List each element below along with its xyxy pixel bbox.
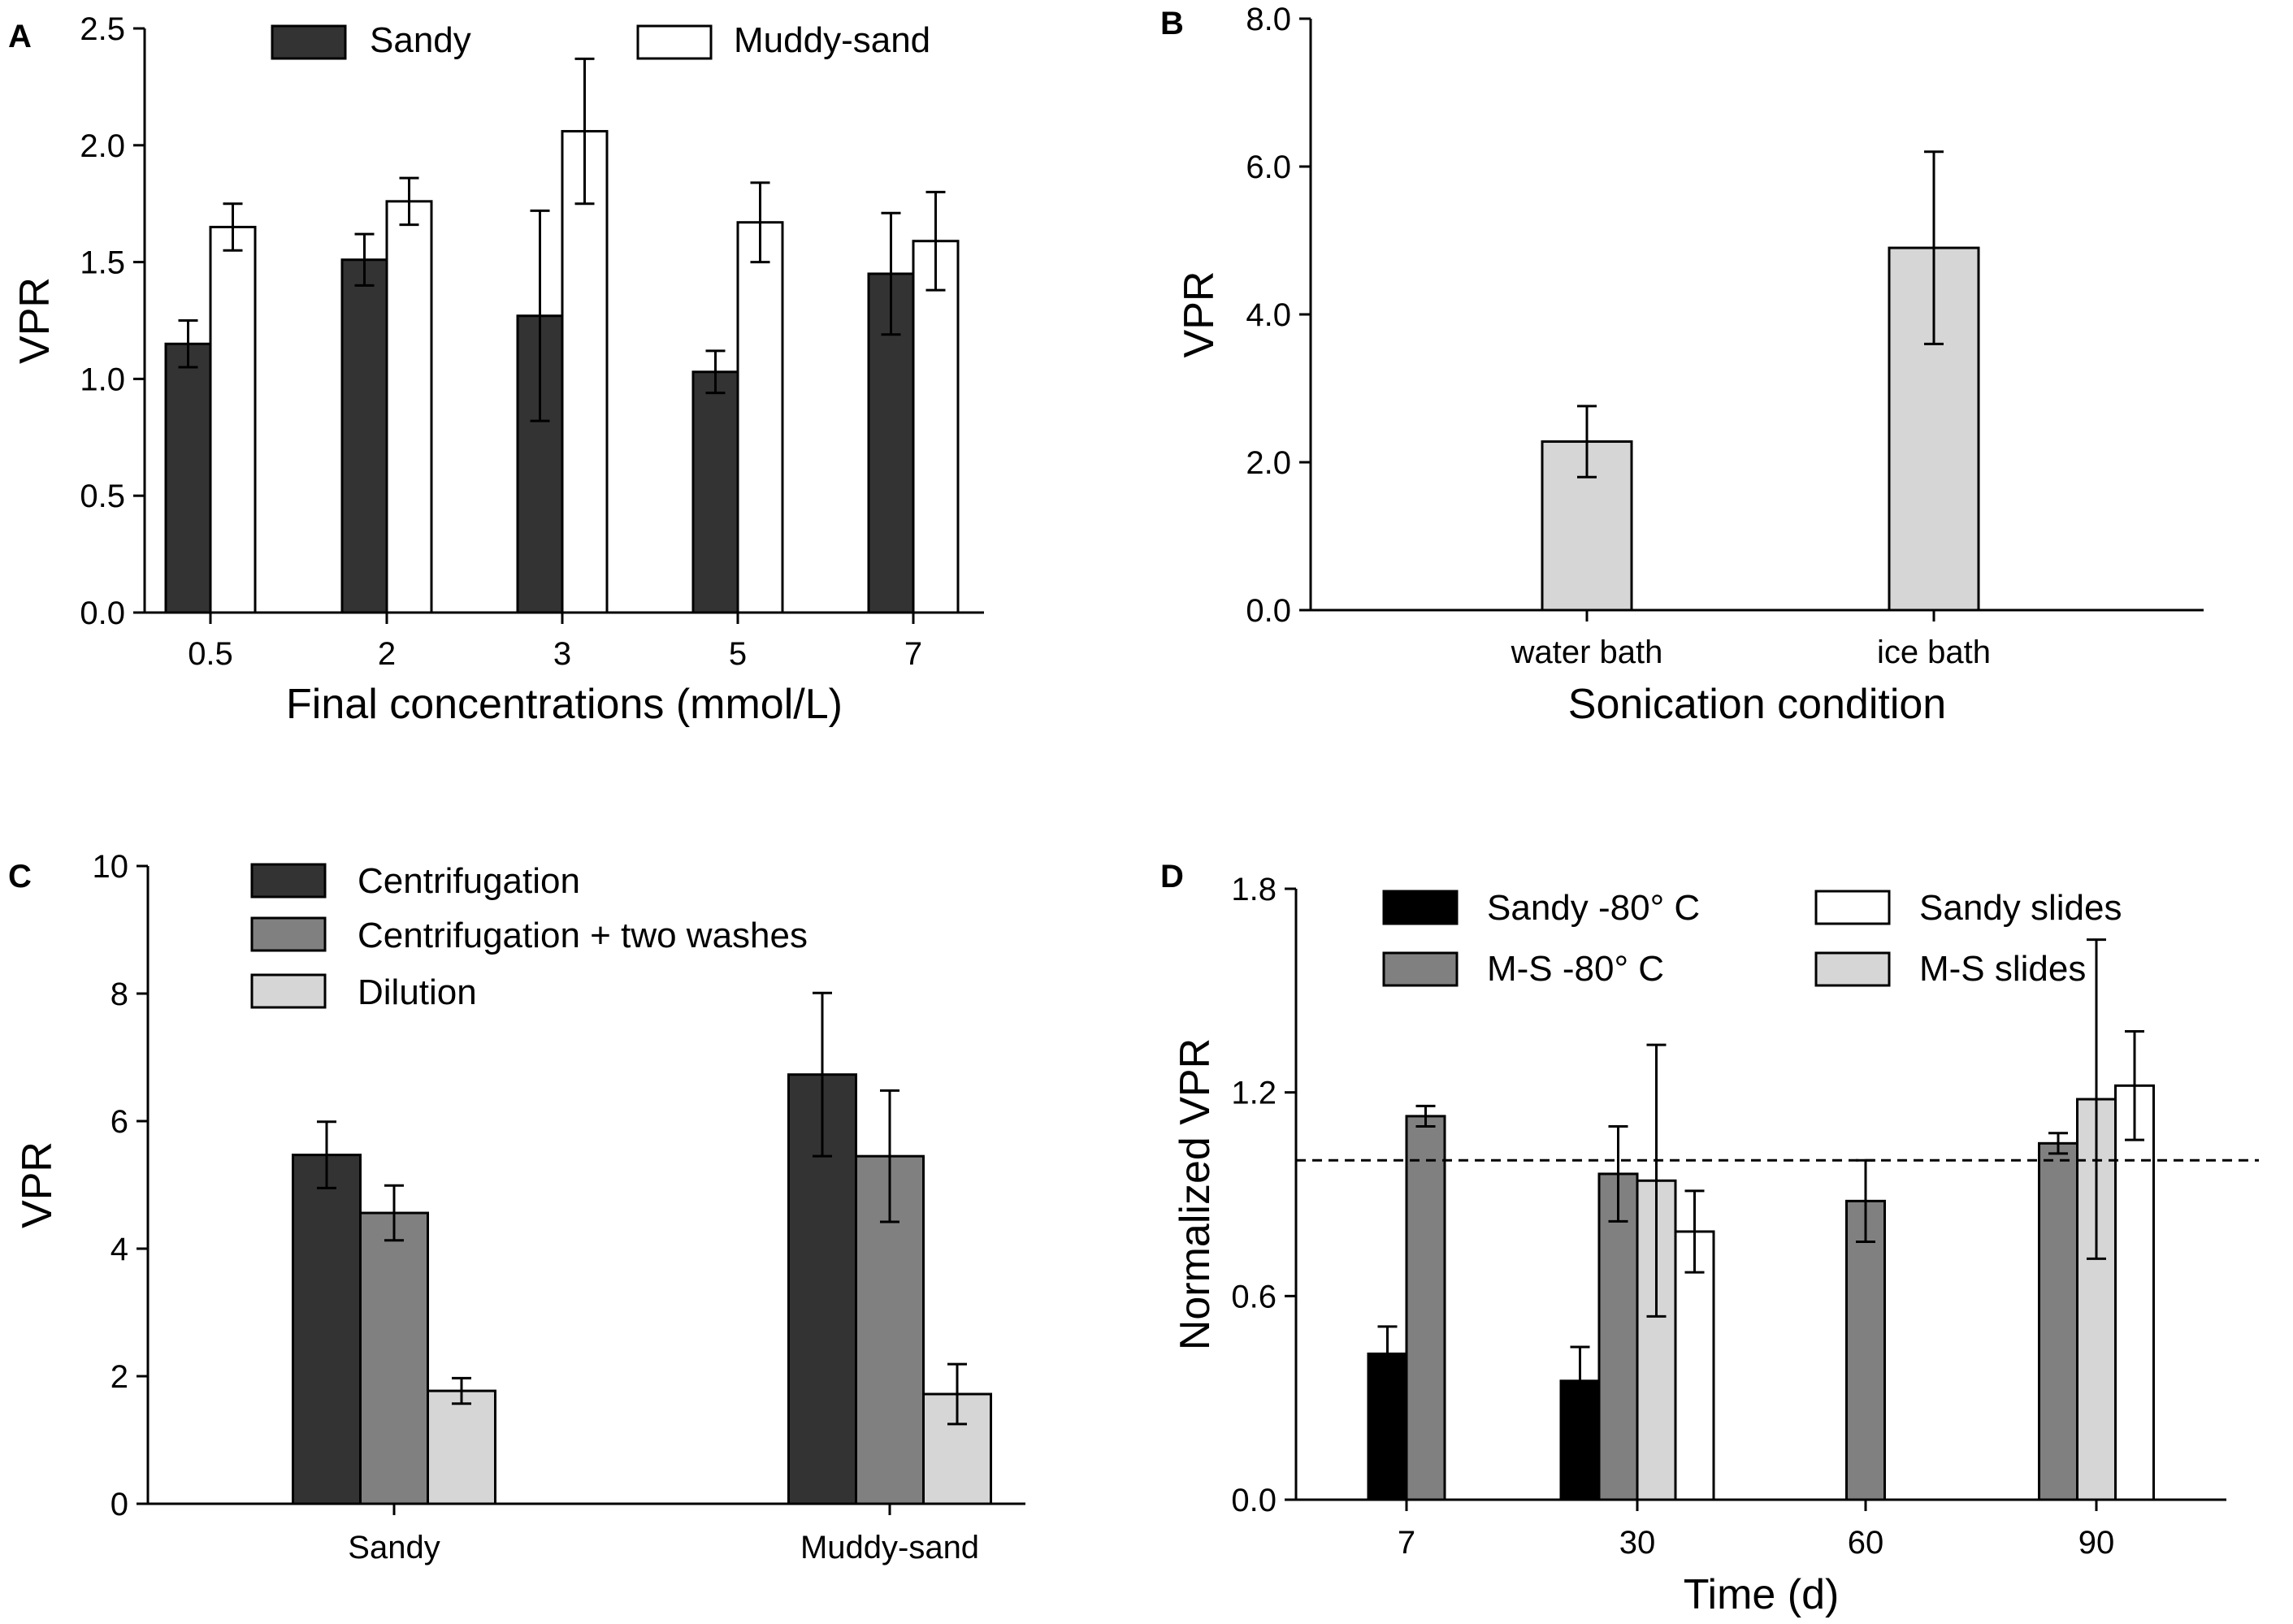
legend-label: Muddy-sand bbox=[734, 20, 930, 60]
legend-swatch bbox=[1814, 890, 1891, 925]
y-tick-label: 1.5 bbox=[80, 245, 125, 281]
y-tick-label: 2.5 bbox=[80, 11, 125, 47]
x-axis-title: Time (d) bbox=[1684, 1571, 1840, 1618]
legend-label: Centrifugation + two washes bbox=[358, 916, 808, 955]
panel-letter-a: A bbox=[8, 19, 32, 54]
panel-letter-c: C bbox=[8, 859, 32, 894]
panel-c: C 0 2 4 6 8 10 Sandy Muddy-sand VPR Centrifugation… bbox=[8, 849, 1025, 1566]
x-tick-label: 3 bbox=[553, 636, 571, 672]
x-tick-label: 30 bbox=[1619, 1525, 1656, 1561]
legend-swatch bbox=[250, 863, 327, 899]
y-axis-title: Normalized VPR bbox=[1172, 1038, 1219, 1350]
legend-swatch bbox=[271, 24, 347, 60]
y-tick-label: 8 bbox=[111, 977, 128, 1012]
bar bbox=[561, 130, 609, 614]
legend-label: Sandy slides bbox=[1919, 888, 2122, 928]
y-tick-label: 0.0 bbox=[1246, 593, 1291, 629]
legend-label: Centrifugation bbox=[358, 861, 580, 901]
y-tick-label: 0.0 bbox=[1231, 1483, 1277, 1518]
y-tick-label: 0 bbox=[111, 1487, 128, 1522]
bar bbox=[427, 1389, 496, 1505]
bar bbox=[1405, 1115, 1446, 1501]
x-tick-label: 90 bbox=[2078, 1525, 2115, 1561]
bar bbox=[340, 258, 388, 614]
y-axis-title: VPR bbox=[11, 277, 59, 364]
x-axis-title: Final concentrations (mmol/L) bbox=[286, 681, 843, 728]
y-tick-label: 0.5 bbox=[80, 479, 125, 514]
x-tick-label: 2 bbox=[378, 636, 396, 672]
x-tick-label: Sandy bbox=[348, 1530, 440, 1566]
y-tick-label: 2 bbox=[111, 1359, 128, 1395]
bar bbox=[2038, 1141, 2078, 1501]
panel-d: D 0.0 0.6 1.2 1.8 7 30 60 90 Time (d) Normalized V… bbox=[1160, 859, 2259, 1618]
x-tick-label: 7 bbox=[904, 636, 922, 672]
legend-swatch bbox=[636, 24, 713, 60]
y-tick-label: 4.0 bbox=[1246, 297, 1291, 333]
x-tick-label: 60 bbox=[1848, 1525, 1884, 1561]
x-tick-label: 7 bbox=[1398, 1525, 1415, 1561]
y-tick-label: 0.0 bbox=[80, 595, 125, 631]
bar bbox=[1674, 1230, 1715, 1501]
x-tick-label: 5 bbox=[729, 636, 747, 672]
panel-a: A 0.0 0.5 1.0 1.5 2.0 2.5 0.5 2 3 5 7 Final concentr… bbox=[8, 11, 984, 728]
bar bbox=[736, 221, 784, 614]
legend-swatch bbox=[1382, 890, 1459, 925]
legend-label: M-S slides bbox=[1919, 949, 2086, 989]
y-tick-label: 10 bbox=[93, 849, 129, 885]
panel-letter-b: B bbox=[1160, 6, 1184, 41]
bar bbox=[691, 370, 739, 614]
bar bbox=[292, 1154, 362, 1505]
legend-swatch bbox=[1814, 951, 1891, 987]
y-tick-label: 2.0 bbox=[80, 128, 125, 164]
y-tick-label: 1.0 bbox=[80, 362, 125, 397]
legend-swatch bbox=[250, 916, 327, 952]
panel-b: B 0.0 2.0 4.0 6.0 8.0 water bath ice bath Sonica… bbox=[1160, 2, 2204, 728]
legend-label: Sandy -80° C bbox=[1487, 888, 1700, 928]
y-tick-label: 6.0 bbox=[1246, 149, 1291, 185]
legend-label: M-S -80° C bbox=[1487, 949, 1664, 989]
bar bbox=[385, 200, 433, 614]
legend-swatch bbox=[250, 973, 327, 1009]
bar bbox=[787, 1073, 857, 1505]
bar bbox=[1845, 1199, 1886, 1501]
bar bbox=[359, 1211, 429, 1505]
x-tick-label: 0.5 bbox=[188, 636, 233, 672]
x-tick-label: Muddy-sand bbox=[800, 1530, 979, 1566]
bar bbox=[2114, 1084, 2155, 1501]
y-tick-label: 1.8 bbox=[1231, 872, 1277, 907]
bar bbox=[912, 240, 960, 614]
x-tick-label: water bath bbox=[1511, 634, 1663, 670]
y-tick-label: 0.6 bbox=[1231, 1279, 1277, 1314]
y-tick-label: 6 bbox=[111, 1104, 128, 1140]
y-tick-label: 1.2 bbox=[1231, 1076, 1277, 1111]
y-tick-label: 2.0 bbox=[1246, 445, 1291, 481]
legend-label: Sandy bbox=[370, 20, 471, 60]
x-tick-label: ice bath bbox=[1877, 634, 1991, 670]
legend-swatch bbox=[1382, 951, 1459, 987]
y-tick-label: 8.0 bbox=[1246, 2, 1291, 37]
bar bbox=[1597, 1172, 1639, 1501]
y-tick-label: 4 bbox=[111, 1232, 128, 1267]
panel-letter-d: D bbox=[1160, 859, 1184, 894]
bar bbox=[164, 342, 212, 614]
legend-label: Dilution bbox=[358, 972, 477, 1012]
x-axis-title: Sonication condition bbox=[1568, 681, 1946, 728]
y-axis-title: VPR bbox=[1176, 271, 1223, 358]
bar bbox=[209, 225, 257, 614]
y-axis-title: VPR bbox=[14, 1141, 61, 1228]
